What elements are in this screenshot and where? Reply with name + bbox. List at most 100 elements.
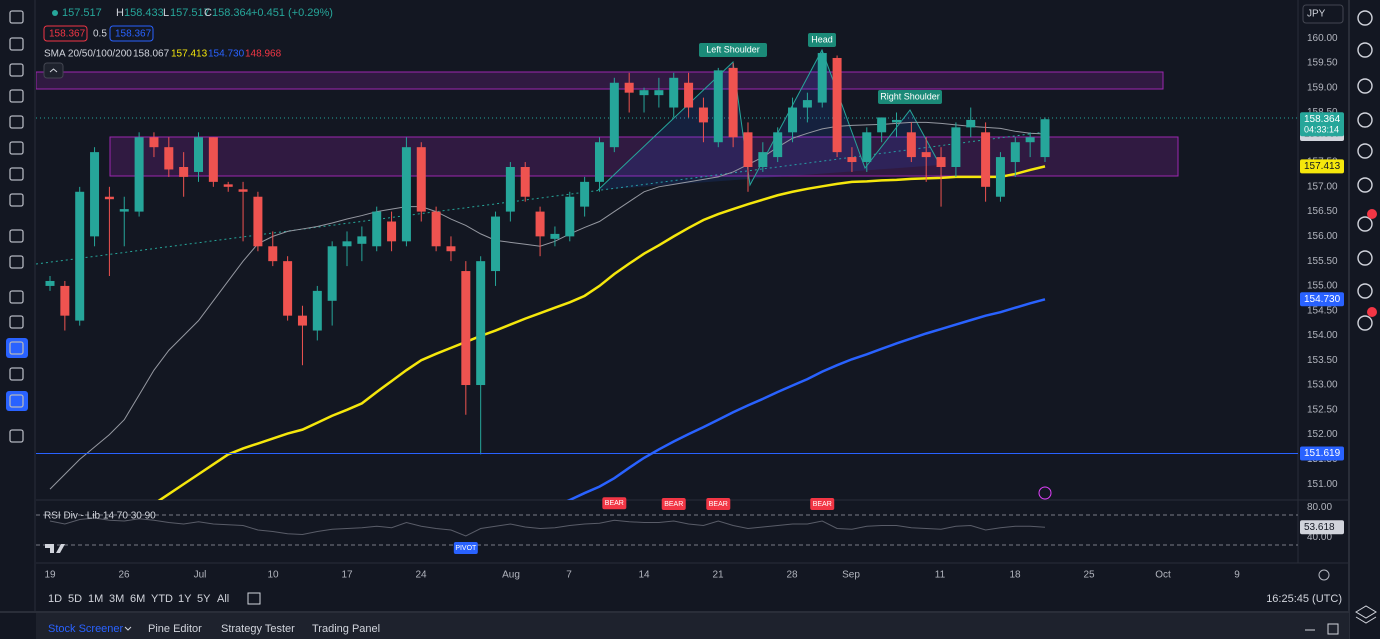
tool-icon[interactable] — [9, 193, 24, 207]
candle-body — [817, 53, 827, 103]
currency-button[interactable] — [1302, 4, 1344, 24]
settings-icon[interactable] — [1318, 569, 1330, 581]
range-button[interactable]: 1M — [88, 593, 103, 605]
tool-button[interactable] — [9, 290, 24, 304]
tool-button[interactable] — [9, 63, 24, 77]
panel-tab[interactable]: Strategy Tester — [221, 623, 295, 635]
tool-icon[interactable] — [9, 115, 24, 129]
side-icon[interactable] — [1357, 143, 1373, 159]
side-button[interactable] — [1357, 315, 1373, 331]
tool-icon[interactable] — [9, 63, 24, 77]
candle-body — [713, 70, 723, 143]
tool-button[interactable] — [9, 10, 24, 24]
ohlc-item: C — [204, 7, 212, 19]
tool-button[interactable] — [9, 167, 24, 181]
tool-icon[interactable] — [9, 141, 24, 155]
side-icon[interactable] — [1357, 112, 1373, 128]
side-icon[interactable] — [1357, 315, 1373, 331]
tool-button[interactable] — [6, 338, 28, 358]
buy-button[interactable] — [109, 25, 154, 42]
alert-icon[interactable] — [1038, 486, 1052, 500]
tool-button[interactable] — [9, 141, 24, 155]
tool-active[interactable] — [6, 338, 28, 358]
y-tick-label: 159.50 — [1307, 58, 1338, 69]
range-button[interactable]: 5Y — [197, 593, 211, 605]
buy-price[interactable]: 158.367 — [115, 29, 152, 40]
calendar-icon[interactable] — [247, 592, 261, 605]
tool-icon[interactable] — [9, 255, 24, 269]
collapse-button[interactable] — [43, 62, 64, 79]
tool-button[interactable] — [9, 37, 24, 51]
x-tick-label: 9 — [1234, 570, 1240, 581]
tab-chevron[interactable] — [124, 626, 132, 631]
side-button[interactable] — [1357, 42, 1373, 58]
side-icon[interactable] — [1357, 250, 1373, 266]
tool-button[interactable] — [9, 367, 24, 381]
rsi-tick-label: 40.00 — [1307, 532, 1332, 543]
tool-icon[interactable] — [9, 37, 24, 51]
candle-body — [312, 290, 322, 331]
tool-icon[interactable] — [9, 10, 24, 24]
candle-body — [179, 166, 189, 177]
tool-button[interactable] — [9, 115, 24, 129]
range-button[interactable]: All — [217, 593, 229, 605]
panel-tab[interactable]: Pine Editor — [148, 623, 202, 635]
tool-icon[interactable] — [9, 89, 24, 103]
side-button[interactable] — [1357, 216, 1373, 232]
ohlc-item: L — [163, 7, 169, 19]
candle-body — [446, 246, 456, 252]
tool-icon[interactable] — [9, 394, 24, 408]
side-icon[interactable] — [1357, 78, 1373, 94]
candle-body — [75, 191, 85, 321]
tool-button[interactable] — [9, 193, 24, 207]
tool-icon[interactable] — [9, 367, 24, 381]
rsi-pane — [36, 514, 1298, 546]
y-tick-label: 160.00 — [1307, 33, 1338, 44]
side-button[interactable] — [1357, 10, 1373, 26]
side-icon[interactable] — [1357, 42, 1373, 58]
side-button[interactable] — [1357, 250, 1373, 266]
tool-icon[interactable] — [9, 229, 24, 243]
tool-icon[interactable] — [9, 429, 24, 443]
side-icon[interactable] — [1357, 283, 1373, 299]
tool-icon[interactable] — [9, 167, 24, 181]
tool-button[interactable] — [9, 255, 24, 269]
range-button[interactable]: 1D — [48, 593, 62, 605]
tool-active[interactable] — [6, 391, 28, 411]
range-button[interactable]: 3M — [109, 593, 124, 605]
range-button[interactable]: YTD — [151, 593, 173, 605]
y-tick-label: 157.00 — [1307, 181, 1338, 192]
maximize-icon[interactable] — [1327, 623, 1339, 635]
side-icon[interactable] — [1357, 177, 1373, 193]
tool-icon[interactable] — [9, 341, 24, 355]
range-button[interactable]: 6M — [130, 593, 145, 605]
side-button[interactable] — [1357, 143, 1373, 159]
candle-body — [149, 137, 159, 148]
side-button[interactable] — [1357, 177, 1373, 193]
range-button[interactable]: 1Y — [178, 593, 192, 605]
tool-button[interactable] — [9, 229, 24, 243]
tool-button[interactable] — [9, 429, 24, 443]
sell-button[interactable] — [43, 25, 88, 42]
side-icon[interactable] — [1357, 10, 1373, 26]
side-icon[interactable] — [1357, 216, 1373, 232]
tool-button[interactable] — [6, 391, 28, 411]
tool-button[interactable] — [9, 89, 24, 103]
collapse-icon[interactable] — [49, 68, 58, 73]
side-button[interactable] — [1357, 112, 1373, 128]
rsi-title: RSI Div - Lib 14 70 30 90 — [44, 511, 156, 522]
candle-body — [461, 271, 471, 386]
layers-icon[interactable] — [1355, 605, 1377, 624]
ohlc-item: 158.364 — [212, 7, 252, 19]
panel-tab[interactable]: Trading Panel — [312, 623, 380, 635]
currency[interactable]: JPY — [1307, 9, 1326, 20]
tool-icon[interactable] — [9, 290, 24, 304]
range-button[interactable]: 5D — [68, 593, 82, 605]
tool-icon[interactable] — [9, 315, 24, 329]
tool-button[interactable] — [9, 315, 24, 329]
sell-price[interactable]: 158.367 — [49, 29, 86, 40]
side-button[interactable] — [1357, 78, 1373, 94]
side-button[interactable] — [1357, 283, 1373, 299]
panel-tab[interactable]: Stock Screener — [48, 623, 124, 635]
candle-body — [565, 196, 575, 237]
